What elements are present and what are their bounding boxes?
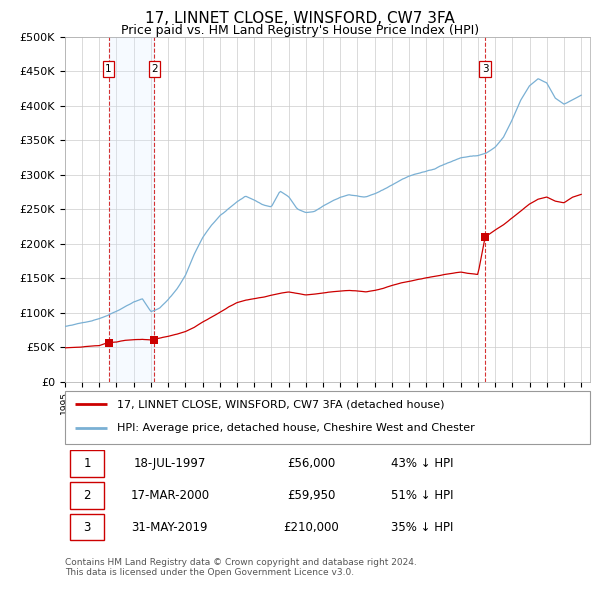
- Text: 43% ↓ HPI: 43% ↓ HPI: [391, 457, 453, 470]
- FancyBboxPatch shape: [70, 450, 104, 477]
- Text: 17-MAR-2000: 17-MAR-2000: [130, 489, 209, 502]
- Bar: [109, 37, 154, 382]
- Text: 3: 3: [482, 64, 488, 74]
- Text: Contains HM Land Registry data © Crown copyright and database right 2024.
This d: Contains HM Land Registry data © Crown c…: [65, 558, 416, 577]
- Text: £59,950: £59,950: [287, 489, 336, 502]
- Text: £56,000: £56,000: [287, 457, 335, 470]
- Text: £210,000: £210,000: [284, 521, 340, 534]
- FancyBboxPatch shape: [65, 391, 590, 444]
- Text: 31-MAY-2019: 31-MAY-2019: [131, 521, 208, 534]
- Text: 1: 1: [105, 64, 112, 74]
- Text: HPI: Average price, detached house, Cheshire West and Chester: HPI: Average price, detached house, Ches…: [118, 423, 475, 432]
- Text: 2: 2: [151, 64, 158, 74]
- Text: 3: 3: [83, 521, 91, 534]
- Text: Price paid vs. HM Land Registry's House Price Index (HPI): Price paid vs. HM Land Registry's House …: [121, 24, 479, 37]
- Text: 18-JUL-1997: 18-JUL-1997: [134, 457, 206, 470]
- Text: 17, LINNET CLOSE, WINSFORD, CW7 3FA (detached house): 17, LINNET CLOSE, WINSFORD, CW7 3FA (det…: [118, 399, 445, 409]
- Text: 35% ↓ HPI: 35% ↓ HPI: [391, 521, 453, 534]
- Text: 51% ↓ HPI: 51% ↓ HPI: [391, 489, 453, 502]
- FancyBboxPatch shape: [70, 514, 104, 540]
- Text: 17, LINNET CLOSE, WINSFORD, CW7 3FA: 17, LINNET CLOSE, WINSFORD, CW7 3FA: [145, 11, 455, 25]
- Text: 1: 1: [83, 457, 91, 470]
- Text: 2: 2: [83, 489, 91, 502]
- FancyBboxPatch shape: [70, 482, 104, 509]
